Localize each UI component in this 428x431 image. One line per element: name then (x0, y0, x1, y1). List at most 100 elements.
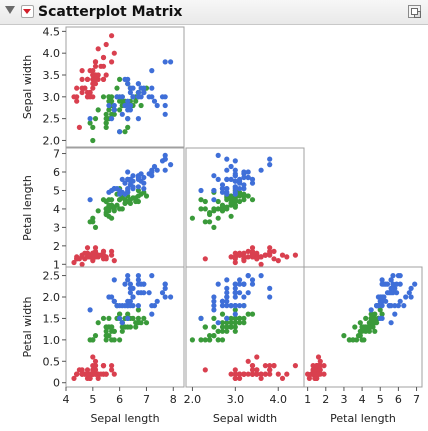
data-point (117, 311, 123, 317)
data-point (249, 277, 256, 283)
data-point (394, 290, 400, 296)
data-point (198, 187, 204, 194)
data-point (90, 72, 96, 78)
data-point (125, 81, 131, 87)
data-point (284, 254, 290, 260)
data-point (245, 273, 251, 279)
data-point (100, 76, 107, 82)
data-point (111, 298, 117, 304)
data-point (370, 320, 376, 326)
data-point (241, 250, 247, 256)
data-point (92, 116, 99, 122)
data-point (224, 320, 230, 326)
data-point (361, 324, 367, 330)
data-point (98, 63, 104, 69)
panel-pw-vs-sw (185, 266, 305, 388)
data-point (100, 363, 107, 369)
data-point (372, 328, 378, 334)
data-point (215, 337, 221, 343)
data-point (109, 248, 115, 254)
data-point (79, 89, 85, 96)
data-point (232, 320, 238, 326)
data-point (109, 324, 115, 330)
data-point (109, 116, 115, 122)
data-point (162, 102, 168, 109)
data-point (198, 206, 204, 212)
data-point (374, 303, 380, 309)
data-point (237, 189, 243, 195)
data-point (202, 324, 208, 330)
data-point (232, 371, 238, 377)
data-point (215, 328, 221, 334)
data-point (109, 337, 115, 343)
disclosure-triangle-icon[interactable] (5, 6, 15, 14)
data-point (162, 156, 168, 162)
data-point (84, 367, 91, 373)
data-point (162, 94, 168, 100)
data-point (127, 178, 133, 184)
data-point (267, 294, 273, 300)
data-point (95, 107, 101, 113)
data-point (224, 294, 230, 300)
data-point (215, 281, 221, 287)
data-point (379, 277, 385, 283)
data-point (211, 307, 217, 313)
data-point (224, 191, 230, 197)
data-point (141, 89, 147, 96)
data-point (237, 290, 243, 296)
data-point (237, 176, 243, 182)
data-point (228, 197, 234, 203)
x-tick-label: 5 (89, 393, 96, 406)
data-point (103, 333, 109, 339)
data-point (149, 273, 155, 279)
data-point (310, 363, 316, 369)
data-point (109, 328, 115, 334)
data-point (90, 219, 96, 225)
data-point (119, 320, 125, 326)
data-point (162, 111, 168, 117)
data-point (154, 298, 160, 304)
data-point (219, 324, 226, 330)
data-point (103, 206, 109, 212)
data-point (363, 328, 369, 334)
y-axis-title: Petal length (21, 175, 34, 241)
data-point (111, 111, 117, 117)
data-point (154, 167, 160, 173)
data-point (241, 186, 247, 192)
y-tick-label: 4.0 (43, 47, 61, 60)
data-point (237, 180, 243, 186)
data-point (117, 337, 123, 343)
data-point (74, 371, 80, 377)
data-point (149, 85, 155, 91)
data-point (135, 94, 141, 100)
data-point (84, 254, 91, 260)
data-point (117, 129, 123, 135)
data-point (138, 320, 144, 326)
red-triangle-menu-icon[interactable] (21, 5, 34, 18)
data-point (254, 256, 260, 262)
data-point (114, 303, 120, 309)
data-point (228, 315, 234, 321)
data-point (350, 337, 356, 343)
x-tick-label: 3.0 (227, 393, 245, 406)
data-point (130, 315, 136, 321)
y-tick-label: 2.5 (43, 270, 61, 283)
data-point (98, 252, 104, 258)
data-point (321, 371, 327, 377)
data-point (232, 254, 238, 260)
data-point (245, 311, 251, 317)
data-point (237, 252, 243, 258)
data-point (198, 315, 204, 321)
data-point (363, 315, 369, 321)
data-point (135, 315, 141, 321)
data-point (258, 273, 264, 279)
data-point (219, 303, 226, 309)
data-point (379, 303, 385, 309)
data-point (135, 81, 141, 87)
selection-mode-icon[interactable] (408, 5, 421, 18)
data-point (384, 281, 391, 287)
data-point (241, 371, 247, 377)
data-point (117, 315, 123, 321)
data-point (84, 245, 91, 251)
data-point (249, 252, 256, 258)
